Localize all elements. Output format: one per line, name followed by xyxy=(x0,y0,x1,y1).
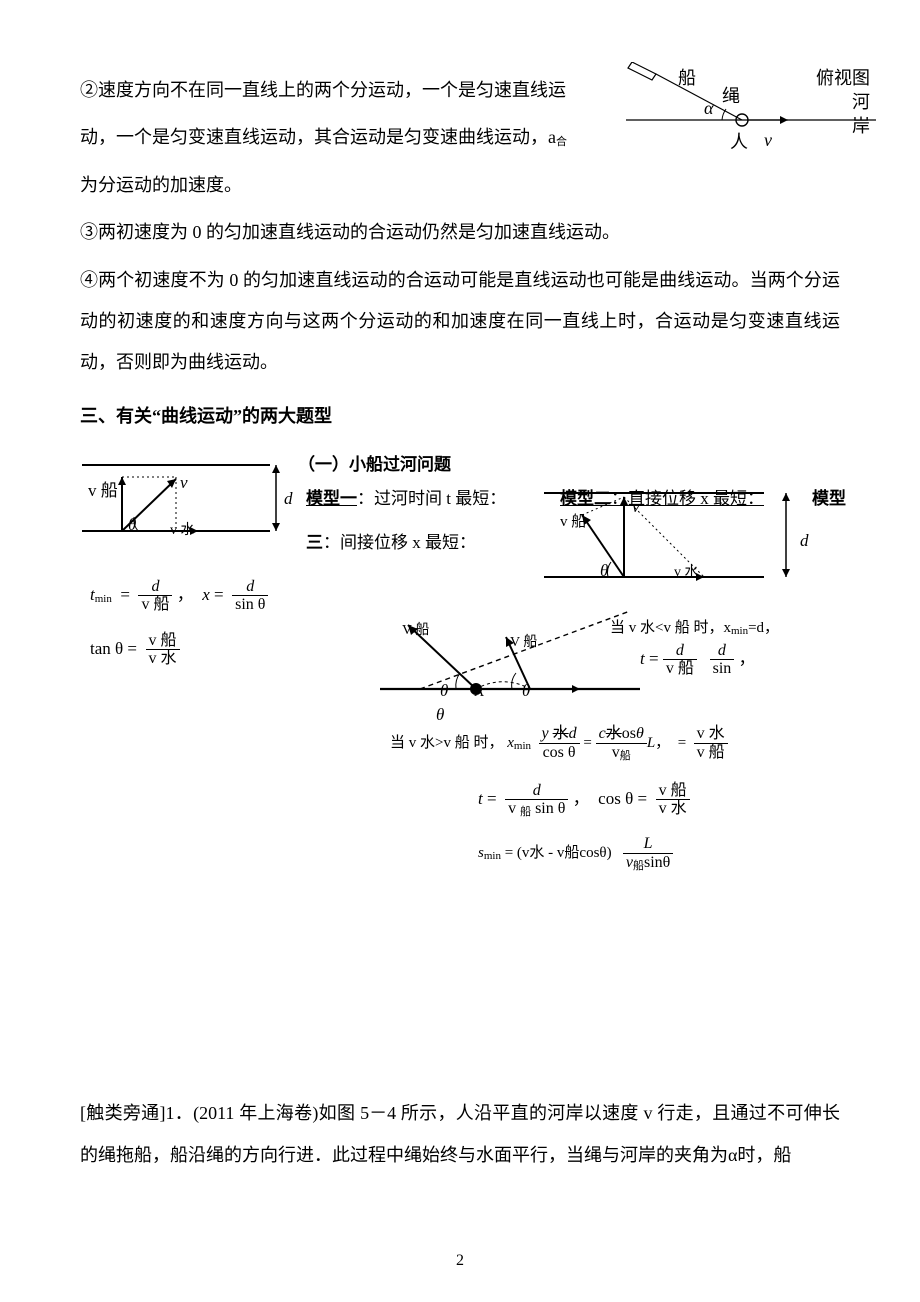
page-number: 2 xyxy=(0,1243,920,1280)
model1-rest: ：过河时间 t 最短： xyxy=(357,489,506,508)
eq-smin: smin = (v水 - v船cosθ) Lv船sinθ xyxy=(478,835,673,872)
inset-rope: 绳 xyxy=(722,76,740,117)
m1-vboat: v 船 xyxy=(88,471,118,510)
m3-vboat1: V 船 xyxy=(402,615,429,647)
model1: 模型一：过河时间 t 最短： xyxy=(306,479,506,518)
m3-theta2: θ xyxy=(522,671,530,710)
para-2b-text: 动，一个是匀变速直线运动，其合运动是匀变速曲线运动，a xyxy=(80,127,556,147)
inset-boat: 船 xyxy=(678,58,696,99)
para-2c: 为分运动的加速度。 xyxy=(80,165,590,206)
eq-tan: tan θ = v 船v 水 xyxy=(90,629,180,669)
model1-prefix: 模型一 xyxy=(306,489,357,508)
section-title: 三、有关“曲线运动”的两大题型 xyxy=(80,396,840,437)
m1-theta: θ xyxy=(128,505,136,544)
inset-figure: 俯视图 船 绳 α 人 v 河 岸 xyxy=(626,62,876,169)
m3-vboat2: V 船 xyxy=(510,627,537,659)
para-2b-sub: 合 xyxy=(556,136,567,148)
m2-theta: θ xyxy=(600,551,608,590)
d-label-left: d xyxy=(284,479,293,518)
m2-v: v xyxy=(632,487,640,526)
m1-v: v xyxy=(180,463,188,502)
para-4: ④两个初速度不为 0 的匀加速直线运动的合运动可能是直线运动也可能是曲线运动。当… xyxy=(80,260,840,384)
figure-zone: （一）小船过河问题 d 模型一：过河时间 t 最短： 模型二：直接位移 x 最短… xyxy=(80,443,840,963)
model3-prefix: 模型 xyxy=(812,479,846,518)
inset-person: 人 xyxy=(730,122,748,163)
eq-right-t: t = dv 船 dsin ， xyxy=(640,639,756,679)
m2-d: d xyxy=(800,521,809,560)
model3-rest: ：间接位移 x 最短： xyxy=(323,533,476,552)
eq-tmin: tmin = dv 船 ， x = dsin θ xyxy=(90,575,268,615)
inset-bank: 岸 xyxy=(852,106,870,147)
cond-gt-line: 当 v 水>v 船 时， xmin y 水dcos θ = c水osθv船L， … xyxy=(390,725,728,762)
d-left-text: d xyxy=(284,489,293,508)
inset-v: v xyxy=(764,120,772,161)
m2-vwater: v 水 xyxy=(674,557,699,589)
eq-t-cos: t = dv 船 sin θ ， cos θ = v 船v 水 xyxy=(478,779,690,819)
inset-alpha: α xyxy=(704,88,713,129)
problem-para: [触类旁通]1．(2011 年上海卷)如图 5－4 所示，人沿平直的河岸以速度 … xyxy=(80,1093,840,1176)
m2-vboat: v 船 xyxy=(560,505,586,540)
model3-three: 三 xyxy=(306,533,323,552)
para-2a: ②速度方向不在同一直线上的两个分运动，一个是匀速直线运 xyxy=(80,70,590,111)
model3-line2: 三：间接位移 x 最短： xyxy=(306,523,476,562)
para-2b: 动，一个是匀变速直线运动，其合运动是匀变速曲线运动，a合 xyxy=(80,117,590,158)
m1-vwater: v 水 xyxy=(170,515,195,547)
m3-A: A xyxy=(474,677,484,709)
para-3: ③两初速度为 0 的匀加速直线运动的合运动仍然是匀加速直线运动。 xyxy=(80,212,840,253)
